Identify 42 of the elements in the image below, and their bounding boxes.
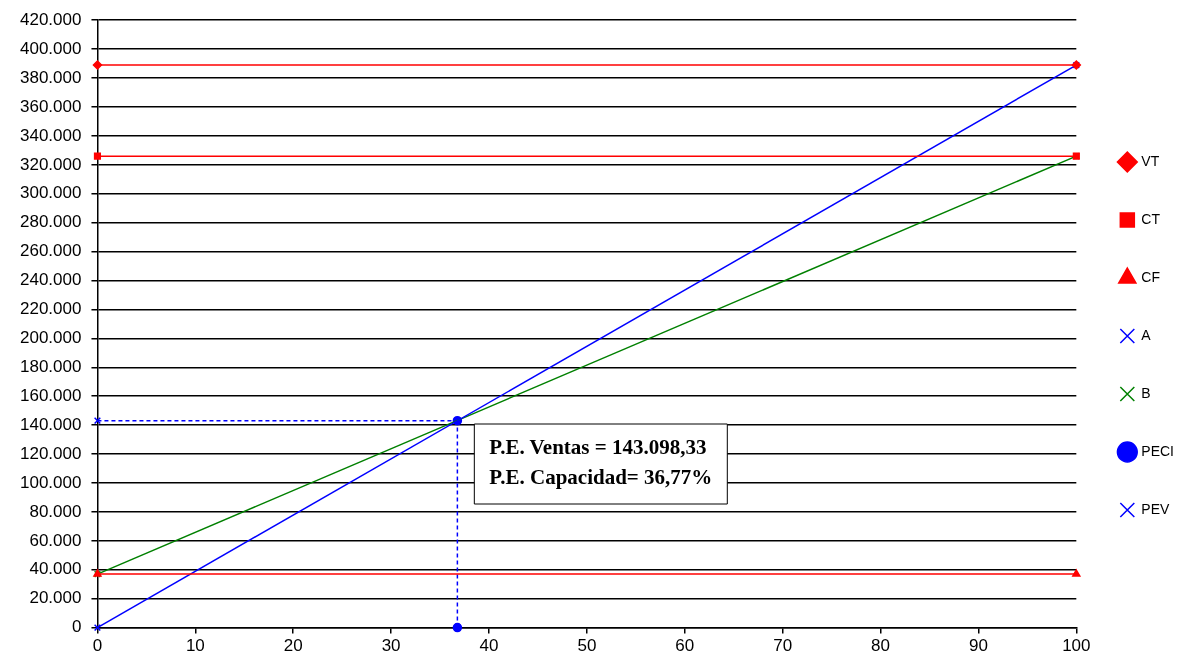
y-tick-label: 200.000 (20, 328, 82, 348)
legend-label: PECI (1141, 442, 1175, 459)
y-tick-label: 120.000 (20, 443, 82, 463)
y-tick-label: 40.000 (29, 559, 82, 579)
x-tick-label: 20 (283, 636, 303, 656)
x-tick-label: 50 (577, 636, 597, 656)
legend-label: A (1141, 326, 1152, 343)
y-tick-label: 160.000 (20, 385, 82, 405)
annotation: P.E. Capacidad= 36,77% (489, 465, 713, 490)
x-tick-label: 30 (381, 636, 401, 656)
legend-label: CF (1141, 268, 1160, 285)
legend-label: B (1141, 384, 1151, 401)
legend-label: VT (1141, 152, 1160, 169)
y-tick-label: 320.000 (20, 154, 82, 174)
y-tick-label: 220.000 (20, 299, 82, 319)
y-tick-label: 80.000 (29, 501, 82, 521)
x-tick-label: 90 (968, 636, 988, 656)
y-tick-label: 20.000 (29, 588, 82, 608)
x-tick-label: 70 (773, 636, 793, 656)
x-tick-label: 100 (1062, 636, 1091, 656)
legend-label: PEV (1141, 500, 1170, 517)
y-tick-label: 140.000 (20, 414, 82, 434)
y-tick-label: 260.000 (20, 241, 82, 261)
y-tick-label: 180.000 (20, 356, 82, 376)
y-tick-label: 280.000 (20, 212, 82, 232)
x-tick-label: 60 (675, 636, 695, 656)
y-tick-label: 340.000 (20, 125, 82, 145)
x-tick-label: 0 (92, 636, 103, 656)
x-tick-label: 10 (185, 636, 205, 656)
y-tick-label: 400.000 (20, 38, 82, 58)
y-tick-label: 60.000 (29, 530, 82, 550)
annotation: P.E. Ventas = 143.098,33 (489, 435, 707, 460)
y-tick-label: 240.000 (20, 270, 82, 290)
x-tick-label: 80 (871, 636, 891, 656)
y-tick-label: 380.000 (20, 67, 82, 87)
y-tick-label: 300.000 (20, 183, 82, 203)
x-tick-label: 40 (479, 636, 499, 656)
legend-label: CT (1141, 210, 1161, 227)
y-tick-label: 420.000 (20, 9, 82, 29)
y-tick-label: 100.000 (20, 472, 82, 492)
y-tick-label: 0 (71, 617, 82, 637)
y-tick-label: 360.000 (20, 96, 82, 116)
